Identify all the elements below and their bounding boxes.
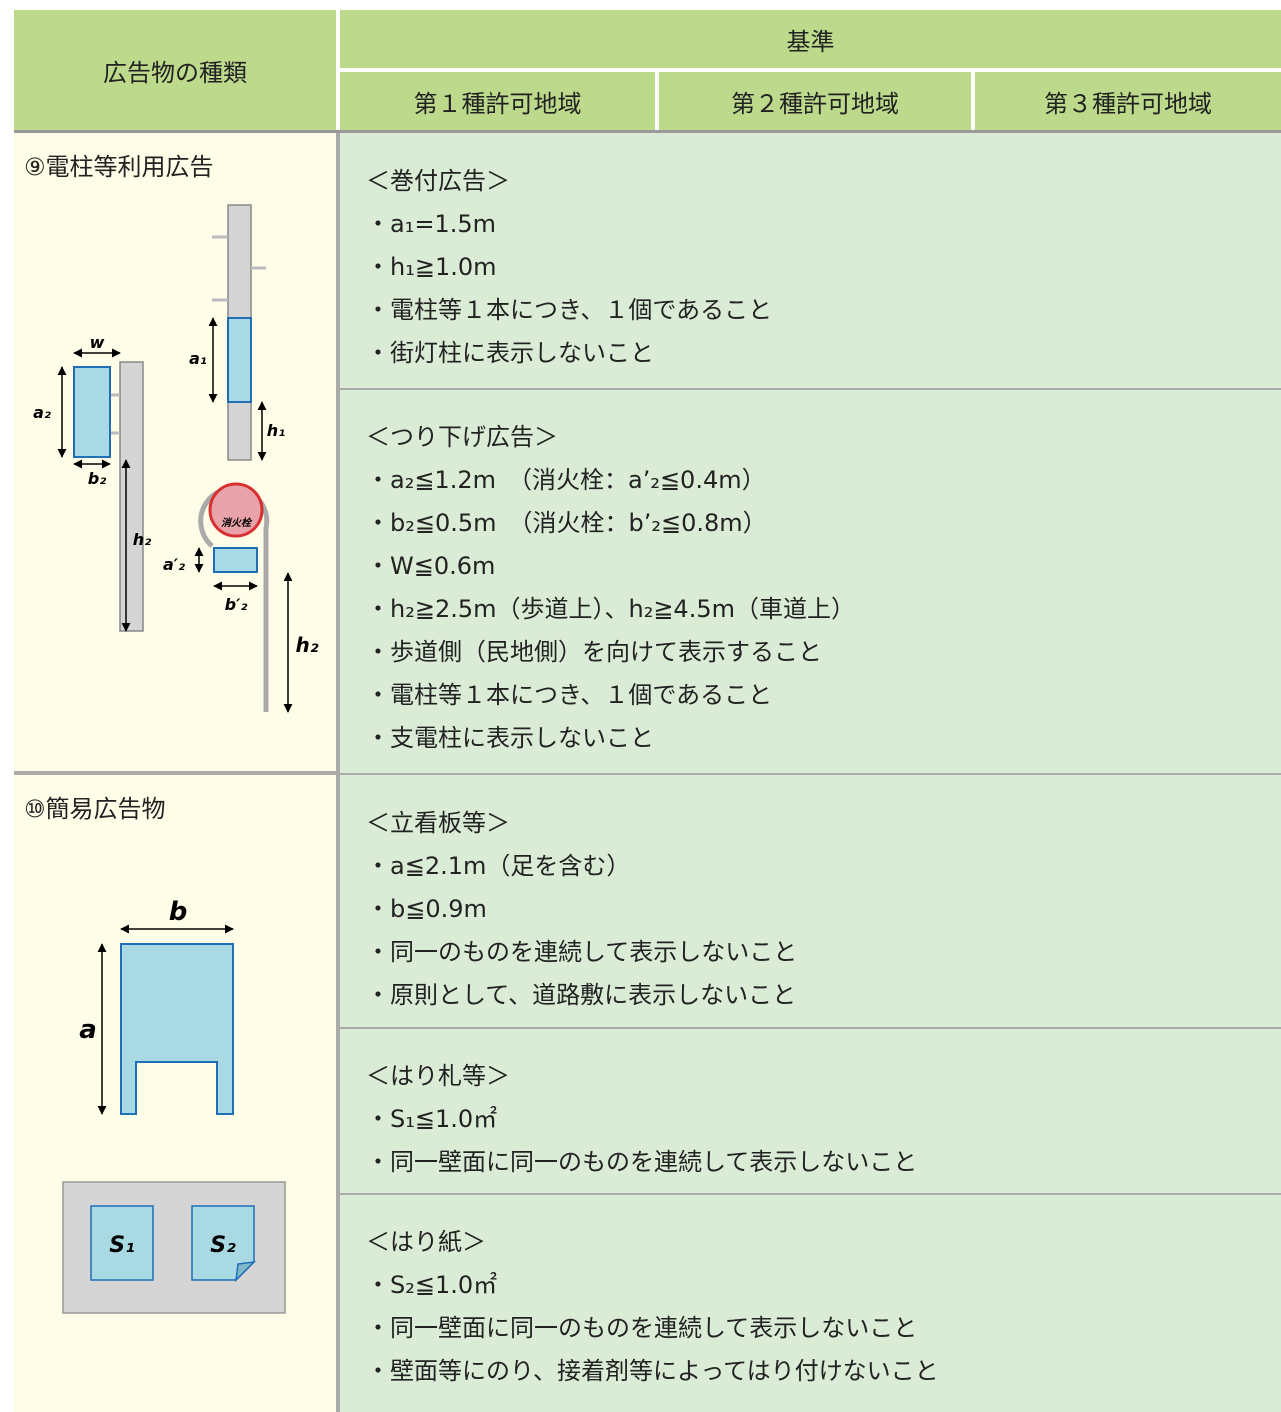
diagram-label: b′₂ [225,595,248,614]
section-item: ・S₂≦1.0㎡ [366,1271,498,1299]
section-item: ・a₂≦1.2m （消火栓：a’₂≦0.4m） [366,466,766,494]
board-diagram [62,924,286,1314]
hydrant-label: 消火栓 [221,517,253,529]
diagram-label: b₂ [88,469,106,488]
diagram-label: a′₂ [163,555,185,574]
section-item: ・街灯柱に表示しないこと [366,339,654,367]
diagram-label: a₁ [189,349,207,368]
pole-diagram [57,204,293,713]
zone-cell: 第１種許可地域 [340,72,655,130]
section-item: ・同一壁面に同一のものを連続して表示しないこと [366,1314,918,1342]
section-title: ＜巻付広告＞ [366,167,510,195]
row-label: ⑨電柱等利用広告 [24,153,214,181]
zone: 第１種許可地域 [413,89,582,118]
header-type-cell: 広告物の種類 [14,10,336,130]
section-item: ・電柱等１本につき、１個であること [366,296,773,324]
section-title: ＜立看板等＞ [366,809,510,837]
pole-labels: w a₂ b₂ h₂ a₁ h₁ 消火栓 a′₂ b′₂ h₂ [33,333,319,657]
divider [340,1027,1281,1029]
diagram-label: S₁ [109,1233,134,1258]
section-cell [340,133,1281,389]
divider [340,1193,1281,1195]
divider [14,130,1281,133]
zone: 第２種許可地域 [731,89,899,118]
diagram-label: a [79,1015,97,1045]
section-item: ・h₂≧2.5m（歩道上）、h₂≧4.5m（車道上） [366,595,855,623]
header-criteria: 基準 [786,27,835,56]
header-criteria-cell: 基準 [340,10,1281,68]
section-item: ・a₁=1.5m [366,210,496,238]
section-item: ・b≦0.9m [366,895,487,923]
diagram-label: h₂ [296,633,319,657]
section-cell [340,1028,1281,1194]
board-labels: b a S₁ S₂ [79,897,236,1258]
row-label-cell: ⑨電柱等利用広告 [14,133,336,771]
header-type: 広告物の種類 [103,58,247,87]
divider [14,771,1281,775]
section-cell [340,775,1281,1028]
section-item: ・同一壁面に同一のものを連続して表示しないこと [366,1148,918,1176]
divider [340,388,1281,390]
section-item: ・a≦2.1m（足を含む） [366,852,631,880]
zone: 第３種許可地域 [1044,89,1212,118]
zone-cell: 第３種許可地域 [975,72,1281,130]
diagram-label: h₁ [267,421,285,440]
diagram-label: b [169,897,188,927]
section-cell [340,389,1281,773]
diagram-label: S₂ [210,1233,236,1258]
section-cell [340,1194,1281,1412]
section-item: ・壁面等にのり、接着剤等によってはり付けないこと [366,1357,939,1385]
section-title: ＜はり紙＞ [366,1228,486,1256]
section-item: ・歩道側（民地側）を向けて表示すること [366,638,822,666]
zone-cell: 第２種許可地域 [659,72,971,130]
section-title: ＜はり札等＞ [366,1062,510,1090]
diagram-label: w [90,333,105,352]
section-item: ・b₂≦0.5m （消火栓：b’₂≦0.8m） [366,509,767,537]
section-item: ・支電柱に表示しないこと [366,724,654,752]
diagram-label: a₂ [33,403,51,422]
section-item: ・同一のものを連続して表示しないこと [366,938,798,966]
section-item: ・W≦0.6m [366,552,496,580]
row-label: ⑩簡易広告物 [24,795,166,823]
diagram-label: h₂ [133,530,151,549]
section-item: ・h₁≧1.0m [366,253,497,281]
divider [336,133,340,1412]
section-item: ・原則として、道路敷に表示しないこと [366,981,797,1009]
section-item: ・S₁≦1.0㎡ [366,1105,498,1133]
section-item: ・電柱等１本につき、１個であること [366,681,773,709]
section-title: ＜つり下げ広告＞ [366,423,558,451]
